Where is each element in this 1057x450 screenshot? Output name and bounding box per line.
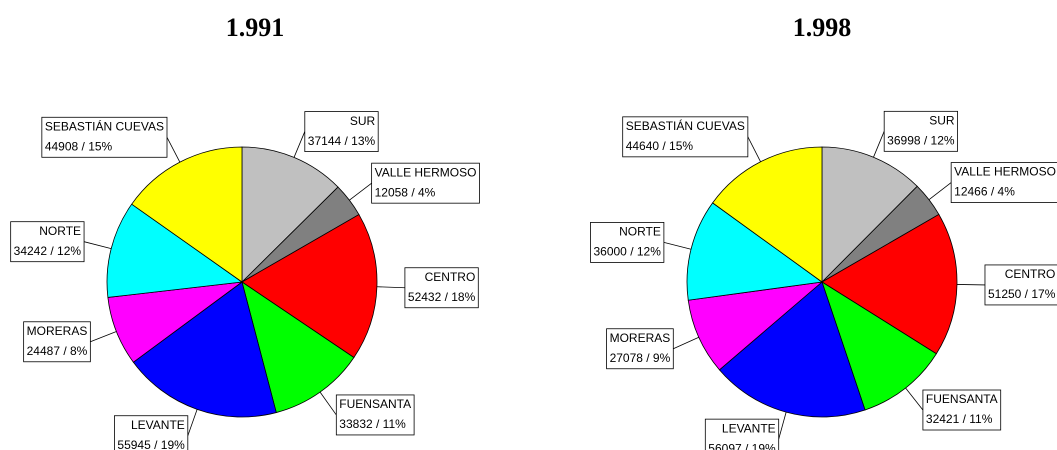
pie-slice [132, 281, 277, 418]
leader-line [187, 409, 198, 436]
slice-value: 37144 / 13% [308, 134, 376, 148]
slice-value: 36998 / 12% [887, 133, 955, 147]
label-box [950, 162, 1057, 203]
slice-label: SEBASTIÁN CUEVAS [45, 118, 164, 133]
label-box [590, 222, 665, 263]
label-box [404, 267, 479, 309]
leader-line [349, 182, 372, 201]
slice-label: SEBASTIÁN CUEVAS [626, 118, 745, 133]
leader-line [293, 131, 306, 158]
label-box [606, 328, 674, 370]
leader-line [83, 241, 112, 250]
slice-label: CENTRO [425, 270, 476, 284]
slice-value: 44908 / 15% [45, 139, 113, 153]
slice-value: 56097 / 19% [708, 441, 776, 450]
label-box [114, 415, 189, 450]
pie-slice [106, 203, 244, 298]
leader-line [778, 412, 787, 440]
slice-label: LEVANTE [722, 421, 776, 435]
pie-slice [241, 281, 355, 414]
leader-line [90, 331, 117, 343]
label-box [984, 264, 1057, 306]
label-box [704, 418, 780, 450]
slice-label: SUR [929, 113, 955, 127]
slice-label: VALLE HERMOSO [954, 165, 1056, 179]
slice-label: CENTRO [1005, 267, 1056, 281]
label-box [10, 221, 85, 263]
slice-value: 24487 / 8% [27, 344, 88, 358]
label-box [41, 116, 168, 158]
slice-value: 33832 / 11% [339, 417, 406, 431]
label-box [922, 389, 1002, 431]
chart-title: 1.991 [226, 13, 285, 42]
slice-value: 12058 / 4% [375, 185, 436, 199]
label-box [883, 110, 958, 152]
slice-label: NORTE [619, 225, 661, 239]
slice-value: 44640 / 15% [626, 139, 694, 153]
label-box [23, 321, 91, 363]
leader-line [956, 284, 985, 286]
slice-label: MORERAS [610, 331, 671, 345]
slice-value: 52432 / 18% [408, 290, 476, 304]
slice-label: LEVANTE [131, 418, 185, 432]
slice-label: SUR [350, 114, 376, 128]
leader-line [319, 391, 337, 416]
slice-label: VALLE HERMOSO [375, 165, 477, 179]
pie-slice [821, 146, 918, 283]
label-box [371, 162, 480, 204]
leader-line [376, 286, 405, 289]
leader-line [928, 182, 952, 200]
label-box [335, 394, 415, 436]
slice-label: NORTE [39, 224, 81, 238]
leader-line [747, 136, 761, 162]
slice-value: 27078 / 9% [610, 351, 671, 365]
leader-line [873, 131, 885, 158]
pie-slice [686, 202, 824, 301]
slice-value: 34242 / 12% [14, 244, 82, 258]
slice-value: 32421 / 11% [926, 412, 993, 426]
slice-value: 55945 / 19% [117, 438, 185, 450]
slice-label: FUENSANTA [339, 397, 411, 411]
label-box [622, 116, 749, 158]
slice-label: MORERAS [27, 324, 88, 338]
pie-slice [718, 281, 866, 418]
leader-line [166, 137, 181, 163]
chart-title: 1.998 [793, 13, 852, 42]
slice-value: 51250 / 17% [988, 287, 1056, 301]
label-box [304, 111, 379, 152]
leader-line [673, 336, 700, 350]
leader-line [663, 242, 692, 250]
slice-value: 36000 / 12% [593, 245, 661, 259]
slice-label: FUENSANTA [926, 392, 998, 406]
slice-value: 12466 / 4% [954, 185, 1015, 199]
leader-line [905, 387, 924, 411]
